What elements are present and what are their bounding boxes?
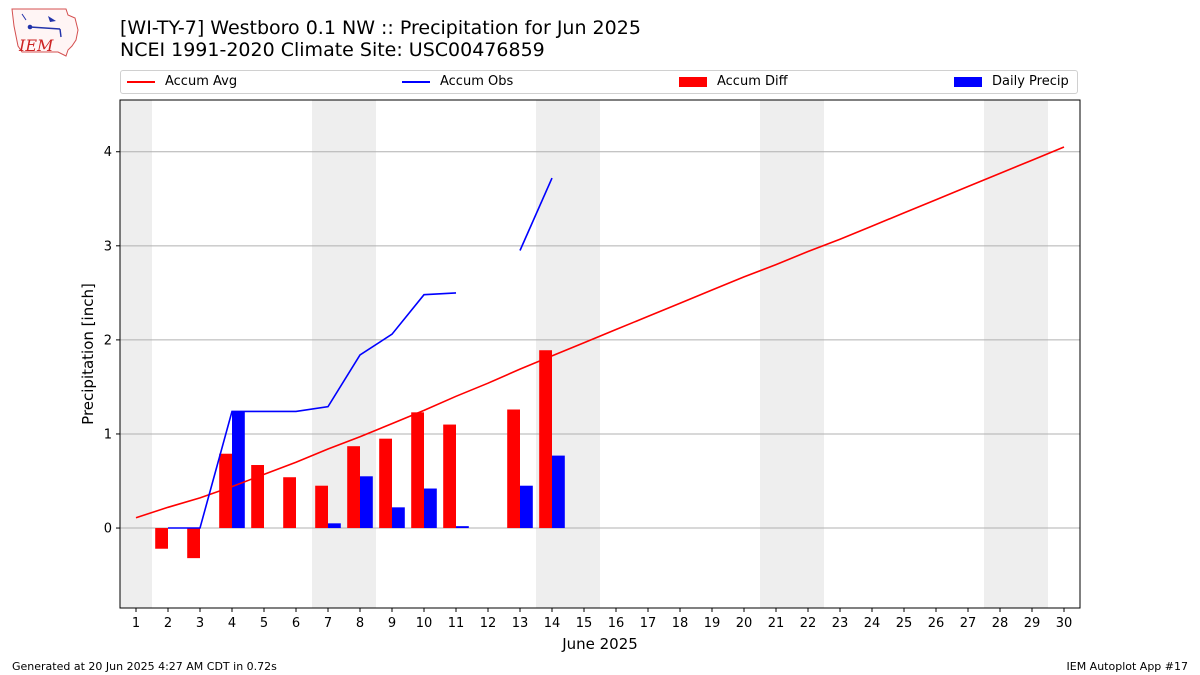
- xtick-label-17: 17: [640, 616, 657, 631]
- logo-text: IEM: [18, 36, 54, 55]
- xtick-label-7: 7: [324, 616, 332, 631]
- xtick-label-21: 21: [768, 616, 785, 631]
- bar-accum-diff-8: [347, 446, 360, 529]
- xtick-label-29: 29: [1024, 616, 1041, 631]
- legend-swatch-accum-diff: [679, 76, 707, 87]
- xtick-label-11: 11: [448, 616, 465, 631]
- legend-swatch-accum-obs: [402, 80, 430, 83]
- bar-accum-diff-7: [315, 485, 328, 529]
- bar-accum-diff-14: [539, 350, 552, 529]
- xtick-label-23: 23: [832, 616, 849, 631]
- xtick-label-2: 2: [164, 616, 172, 631]
- bar-accum-diff-9: [379, 438, 392, 529]
- bar-daily-precip-7: [328, 523, 341, 529]
- line-accum-obs-seg-1: [519, 177, 553, 251]
- bar-daily-precip-8: [360, 476, 373, 529]
- legend-label-accum-avg: Accum Avg: [165, 74, 238, 89]
- bar-accum-diff-3: [187, 528, 200, 559]
- weekend-band-1: [312, 100, 376, 608]
- xtick-label-6: 6: [292, 616, 300, 631]
- bar-daily-precip-11: [456, 526, 469, 529]
- xtick-label-12: 12: [480, 616, 497, 631]
- legend: Accum Avg Accum Obs Accum Diff Daily Pre…: [120, 70, 1078, 94]
- xtick-label-15: 15: [576, 616, 593, 631]
- x-axis-label: June 2025: [561, 635, 638, 653]
- bar-daily-precip-14: [552, 455, 565, 529]
- bar-accum-diff-2: [155, 528, 168, 549]
- legend-label-accum-diff: Accum Diff: [717, 74, 788, 89]
- bar-accum-diff-6: [283, 477, 296, 529]
- line-accum-avg-seg-0: [135, 146, 1065, 519]
- legend-item-daily-precip: Daily Precip: [954, 74, 1069, 90]
- bar-daily-precip-13: [520, 485, 533, 529]
- xtick-label-30: 30: [1056, 616, 1073, 631]
- ytick-label-2: 2: [104, 333, 112, 348]
- xtick-label-27: 27: [960, 616, 977, 631]
- generated-footer: Generated at 20 Jun 2025 4:27 AM CDT in …: [12, 660, 277, 673]
- legend-label-accum-obs: Accum Obs: [440, 74, 514, 89]
- xtick-label-19: 19: [704, 616, 721, 631]
- legend-item-accum-diff: Accum Diff: [679, 74, 788, 90]
- state-outline-icon: [11, 8, 79, 57]
- iem-logo: IEM: [11, 8, 79, 57]
- bar-daily-precip-10: [424, 488, 437, 529]
- xtick-label-14: 14: [544, 616, 561, 631]
- bar-accum-diff-13: [507, 409, 520, 529]
- legend-item-accum-avg: Accum Avg: [127, 74, 237, 90]
- ytick-label-4: 4: [104, 145, 112, 160]
- xtick-label-8: 8: [356, 616, 364, 631]
- xtick-label-22: 22: [800, 616, 817, 631]
- xtick-label-13: 13: [512, 616, 529, 631]
- bar-daily-precip-4: [232, 411, 245, 529]
- weekend-band-0: [120, 100, 152, 608]
- xtick-label-24: 24: [864, 616, 881, 631]
- xtick-label-9: 9: [388, 616, 396, 631]
- legend-swatch-daily-precip: [954, 76, 982, 87]
- xtick-label-10: 10: [416, 616, 433, 631]
- xtick-label-26: 26: [928, 616, 945, 631]
- chart-title: [WI-TY-7] Westboro 0.1 NW :: Precipitati…: [120, 17, 641, 39]
- plot-frame: [119, 99, 1081, 609]
- chart-subtitle: NCEI 1991-2020 Climate Site: USC00476859: [120, 39, 545, 61]
- xtick-label-20: 20: [736, 616, 753, 631]
- bar-daily-precip-9: [392, 507, 405, 529]
- bar-accum-diff-11: [443, 424, 456, 529]
- bar-accum-diff-4: [219, 453, 232, 529]
- bar-accum-diff-10: [411, 412, 424, 529]
- xtick-label-1: 1: [132, 616, 140, 631]
- xtick-label-28: 28: [992, 616, 1009, 631]
- xtick-label-16: 16: [608, 616, 625, 631]
- xtick-label-4: 4: [228, 616, 236, 631]
- xtick-label-25: 25: [896, 616, 913, 631]
- ytick-label-3: 3: [104, 239, 112, 254]
- app-footer: IEM Autoplot App #17: [1066, 660, 1189, 673]
- legend-swatch-accum-avg: [127, 80, 155, 83]
- xtick-label-3: 3: [196, 616, 204, 631]
- line-accum-obs-seg-0: [168, 292, 457, 529]
- legend-label-daily-precip: Daily Precip: [992, 74, 1069, 89]
- bar-accum-diff-5: [251, 465, 264, 529]
- y-axis-label: Precipitation [inch]: [79, 283, 97, 425]
- ytick-label-1: 1: [104, 427, 112, 442]
- xtick-label-18: 18: [672, 616, 689, 631]
- legend-item-accum-obs: Accum Obs: [402, 74, 513, 90]
- xtick-label-5: 5: [260, 616, 268, 631]
- weekend-band-4: [984, 100, 1048, 608]
- weekend-band-3: [760, 100, 824, 608]
- ytick-label-0: 0: [104, 522, 112, 537]
